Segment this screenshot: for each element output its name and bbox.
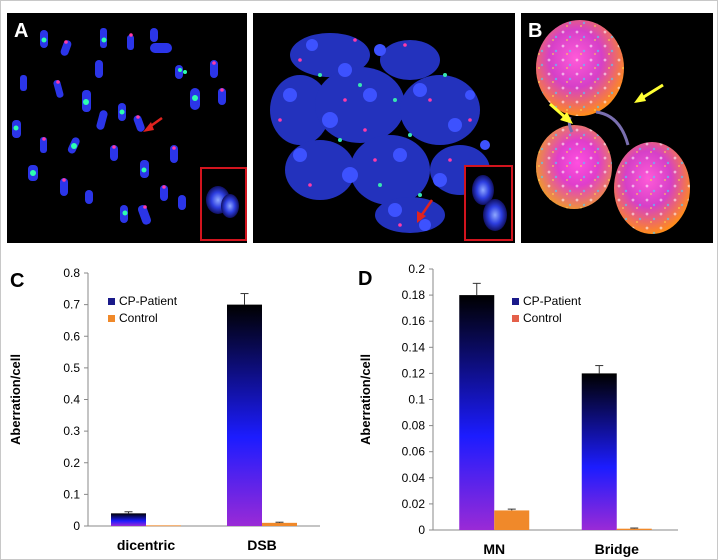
red-arrow-icon: [417, 199, 434, 223]
bar-patient: [111, 513, 146, 526]
legend-label: CP-Patient: [523, 294, 582, 308]
y-tick-label: 0.06: [402, 445, 426, 459]
y-tick-label: 0.3: [63, 424, 80, 438]
yellow-arrow-icon: [634, 83, 664, 103]
bar-chart-c: 0 0.1 0.2 0.3 0.4 0.5 0.6 0.7 0.8 Aberration/cell…: [8, 266, 320, 553]
bar-control: [616, 528, 652, 530]
panel-label-c: C: [10, 270, 25, 292]
bar-patient: [227, 304, 262, 526]
legend-swatch: [108, 315, 115, 322]
y-tick-label: 0.6: [63, 329, 80, 343]
bar-patient: [459, 295, 495, 530]
y-tick-label: 0.1: [408, 393, 425, 407]
y-tick-label: 0.2: [408, 262, 425, 276]
bar-control: [262, 522, 297, 526]
legend-label: Control: [523, 311, 562, 325]
metaphase-image-right: [253, 13, 515, 243]
y-tick-label: 0: [73, 519, 80, 533]
bar-patient: [581, 373, 617, 530]
category-label: Bridge: [595, 541, 640, 557]
panel-label-a: A: [14, 20, 29, 42]
panel-label-b: B: [528, 20, 543, 42]
legend-swatch: [512, 298, 519, 305]
legend-swatch: [512, 315, 519, 322]
y-tick-label: 0.08: [402, 419, 426, 433]
legend-swatch: [108, 298, 115, 305]
y-axis-label: Aberration/cell: [358, 354, 373, 445]
y-tick-label: 0.7: [63, 298, 80, 312]
yellow-arrow-icon: [549, 102, 573, 124]
inset-box-left: [200, 167, 247, 241]
bar-chart-d: 0 0.02 0.04 0.06 0.08 0.1 0.12 0.14 0.16 0.18 0.2 A…: [358, 262, 678, 557]
metaphase-image-left: [7, 13, 247, 243]
inset-box-right: [464, 165, 513, 241]
nuclei-image: [521, 13, 713, 243]
red-arrow-icon: [143, 116, 163, 132]
y-tick-label: 0: [418, 523, 425, 537]
y-tick-label: 0.12: [402, 366, 426, 380]
y-tick-label: 0.14: [402, 340, 426, 354]
y-axis-label: Aberration/cell: [8, 354, 23, 445]
category-label: dicentric: [117, 537, 176, 553]
panel-label-d: D: [358, 268, 373, 290]
bar-control: [494, 510, 530, 530]
legend-label: Control: [119, 311, 158, 325]
legend-label: CP-Patient: [119, 294, 178, 308]
bar-control: [146, 525, 181, 527]
y-tick-label: 0.2: [63, 456, 80, 470]
y-tick-label: 0.5: [63, 361, 80, 375]
y-tick-label: 0.4: [63, 393, 80, 407]
y-tick-label: 0.1: [63, 487, 80, 501]
y-tick-label: 0.02: [402, 497, 426, 511]
y-tick-label: 0.18: [402, 288, 426, 302]
y-tick-label: 0.8: [63, 266, 80, 280]
y-tick-label: 0.16: [402, 314, 426, 328]
category-label: MN: [483, 541, 505, 557]
y-tick-label: 0.04: [402, 471, 426, 485]
category-label: DSB: [247, 537, 277, 553]
